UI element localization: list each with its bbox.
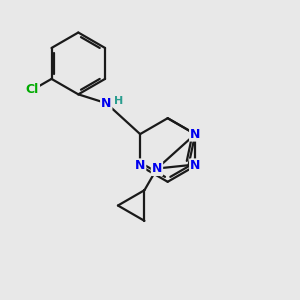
Text: Cl: Cl: [26, 83, 39, 96]
Text: N: N: [152, 162, 162, 175]
Text: N: N: [135, 159, 145, 172]
Text: N: N: [101, 97, 112, 110]
Text: N: N: [190, 128, 200, 141]
Text: N: N: [190, 159, 200, 172]
Text: H: H: [114, 96, 123, 106]
